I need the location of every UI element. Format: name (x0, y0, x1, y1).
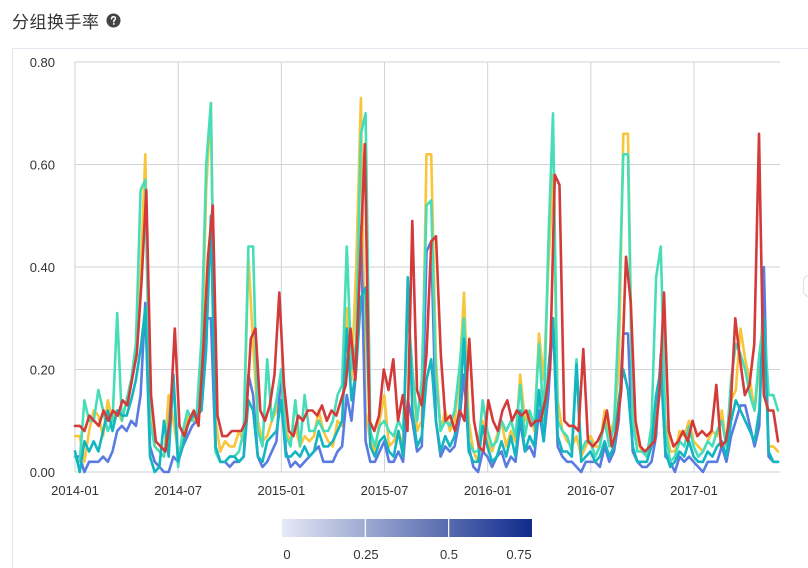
x-tick-label: 2015-07 (361, 483, 409, 498)
chart-title-row: 分组换手率 (12, 8, 121, 33)
page-title: 分组换手率 (12, 13, 100, 32)
series-line-4 (73, 132, 780, 453)
x-tick-label: 2016-07 (567, 483, 615, 498)
x-tick-label: 2014-01 (51, 483, 99, 498)
y-axis-ticks: 0.00 0.20 0.40 0.60 0.80 (30, 55, 55, 480)
visual-map-label: 0 (283, 547, 290, 562)
y-tick-label: 0.80 (30, 55, 55, 70)
series-lines (73, 96, 780, 474)
scroll-handle[interactable] (803, 275, 808, 297)
x-tick-label: 2016-01 (464, 483, 512, 498)
x-tick-label: 2015-01 (257, 483, 305, 498)
y-tick-label: 0.40 (30, 260, 55, 275)
y-tick-label: 0.00 (30, 465, 55, 480)
series-line-2 (73, 101, 780, 469)
visual-map-bar[interactable] (282, 519, 532, 537)
grid-lines (74, 61, 780, 473)
visual-map-label: 0.75 (506, 547, 531, 562)
visual-map-label: 0.25 (353, 547, 378, 562)
question-circle-icon[interactable] (105, 13, 121, 28)
visual-map-legend[interactable]: 0 0.25 0.5 0.75 (282, 519, 532, 562)
x-axis-ticks: 2014-01 2014-07 2015-01 2015-07 2016-01 2016-… (51, 483, 718, 498)
y-tick-label: 0.60 (30, 158, 55, 173)
visual-map-label: 0.5 (440, 547, 458, 562)
x-tick-label: 2014-07 (154, 483, 202, 498)
y-tick-label: 0.20 (30, 363, 55, 378)
x-tick-label: 2017-01 (670, 483, 718, 498)
